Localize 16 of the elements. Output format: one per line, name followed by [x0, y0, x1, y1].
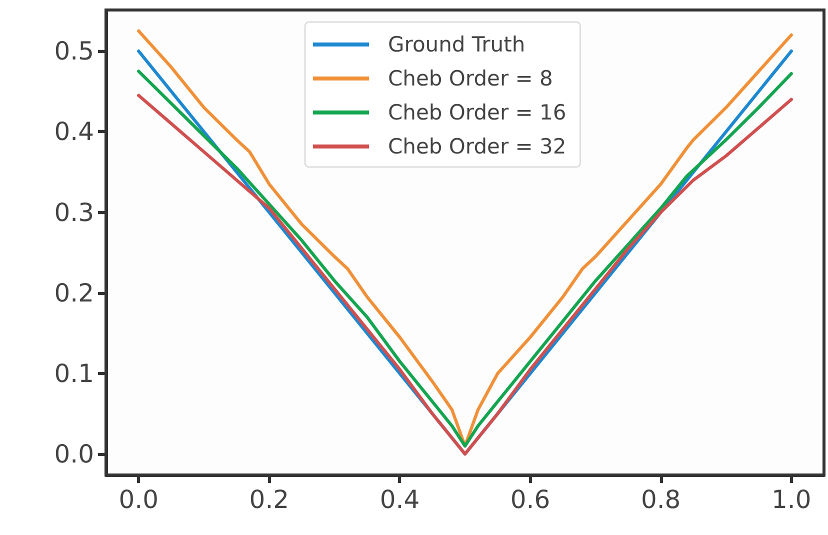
- y-tick-label: 0.4: [54, 117, 94, 146]
- x-tick-label: 0.8: [640, 485, 681, 514]
- legend-label: Cheb Order = 16: [388, 100, 566, 124]
- x-tick-label: 0.4: [380, 485, 420, 514]
- x-tick-label: 0.0: [118, 485, 159, 514]
- y-tick-label: 0.1: [54, 358, 94, 388]
- y-tick-label: 0.2: [54, 278, 94, 308]
- y-tick-label: 0.0: [54, 440, 94, 469]
- y-tick-label: 0.5: [54, 36, 94, 66]
- legend-label: Cheb Order = 32: [388, 134, 566, 158]
- x-tick-label: 0.6: [510, 485, 550, 514]
- y-tick-label: 0.3: [54, 198, 94, 227]
- legend-label: Ground Truth: [388, 32, 526, 56]
- legend-label: Cheb Order = 8: [388, 66, 553, 90]
- x-tick-label: 0.2: [249, 485, 290, 514]
- x-tick-label: 1.0: [771, 485, 812, 514]
